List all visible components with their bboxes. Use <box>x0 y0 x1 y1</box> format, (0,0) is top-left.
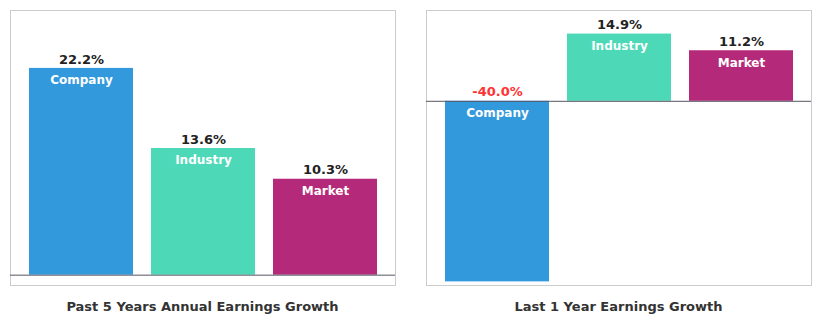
svg-text:11.2%: 11.2% <box>719 34 764 49</box>
svg-text:Industry: Industry <box>591 39 648 53</box>
svg-text:22.2%: 22.2% <box>59 52 104 67</box>
svg-text:-40.0%: -40.0% <box>472 84 523 99</box>
svg-text:Company: Company <box>50 73 113 87</box>
svg-text:Market: Market <box>718 56 766 70</box>
svg-text:10.3%: 10.3% <box>303 162 348 177</box>
svg-text:Company: Company <box>466 106 529 120</box>
svg-text:14.9%: 14.9% <box>597 17 642 32</box>
html-text:Last 1 Year Earnings Growth: Last 1 Year Earnings Growth <box>514 299 723 314</box>
svg-text:Industry: Industry <box>175 153 232 167</box>
svg-text:Market: Market <box>302 184 350 198</box>
html-text:Past 5 Years Annual Earnings G: Past 5 Years Annual Earnings Growth <box>66 299 339 314</box>
svg-text:13.6%: 13.6% <box>181 132 226 147</box>
